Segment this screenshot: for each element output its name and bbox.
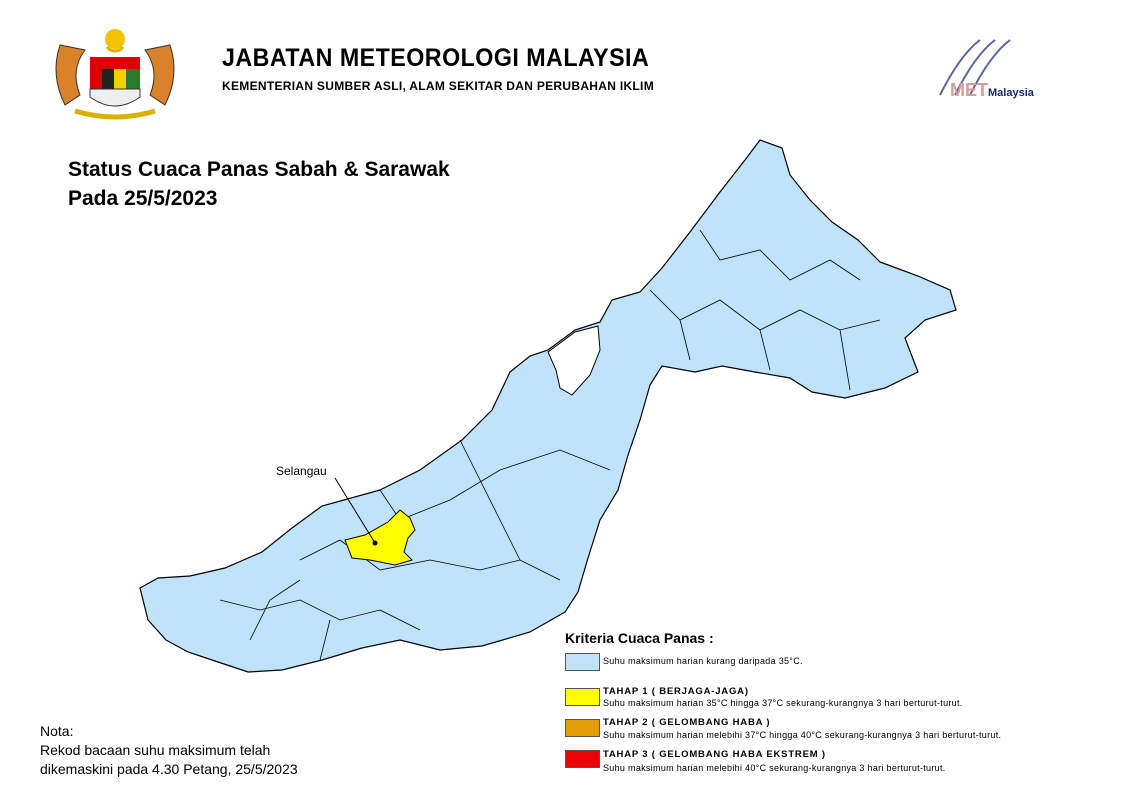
- met-malaysia-logo: [939, 39, 1011, 96]
- legend-swatch-tahap1: [565, 688, 600, 706]
- legend-heading-tahap1: TAHAP 1 ( BERJAGA-JAGA): [603, 686, 749, 697]
- district-borders: [219, 229, 881, 661]
- header-subtitle: KEMENTERIAN SUMBER ASLI, ALAM SEKITAR DA…: [222, 79, 654, 93]
- legend-heading-tahap2: TAHAP 2 ( GELOMBANG HABA ): [603, 717, 771, 728]
- legend-swatch-tahap3: [565, 750, 600, 768]
- met-logo-text: METMalaysia: [950, 80, 1034, 100]
- legend-desc-normal: Suhu maksimum harian kurang daripada 35°…: [603, 656, 803, 666]
- coat-of-arms-logo: [55, 29, 175, 120]
- legend-title: Kriteria Cuaca Panas :: [565, 630, 714, 646]
- map-title: Status Cuaca Panas Sabah & Sarawak: [68, 158, 450, 181]
- selangau-district[interactable]: [344, 509, 416, 566]
- legend-swatch-tahap2: [565, 719, 600, 737]
- note-line1: Rekod bacaan suhu maksimum telah: [40, 742, 271, 758]
- legend-swatch-normal: [565, 653, 600, 671]
- note-line2: dikemaskini pada 4.30 Petang, 25/5/2023: [40, 761, 298, 777]
- header-title: JABATAN METEOROLOGI MALAYSIA: [222, 44, 650, 72]
- legend-desc-tahap2: Suhu maksimum harian melebihi 37°C hingg…: [603, 730, 1002, 740]
- map-date: Pada 25/5/2023: [68, 187, 218, 210]
- legend-desc-tahap1: Suhu maksimum harian 35°C hingga 37°C se…: [603, 698, 963, 708]
- brunei-area: [547, 325, 601, 396]
- legend-desc-tahap3: Suhu maksimum harian melebihi 40°C sekur…: [603, 763, 946, 773]
- selangau-label: Selangau: [276, 464, 327, 478]
- legend-heading-tahap3: TAHAP 3 ( GELOMBANG HABA EKSTREM ): [603, 749, 826, 760]
- label-leader-line: [334, 477, 376, 544]
- sarawak-sabah-region[interactable]: [139, 139, 957, 673]
- note-label: Nota:: [40, 723, 74, 739]
